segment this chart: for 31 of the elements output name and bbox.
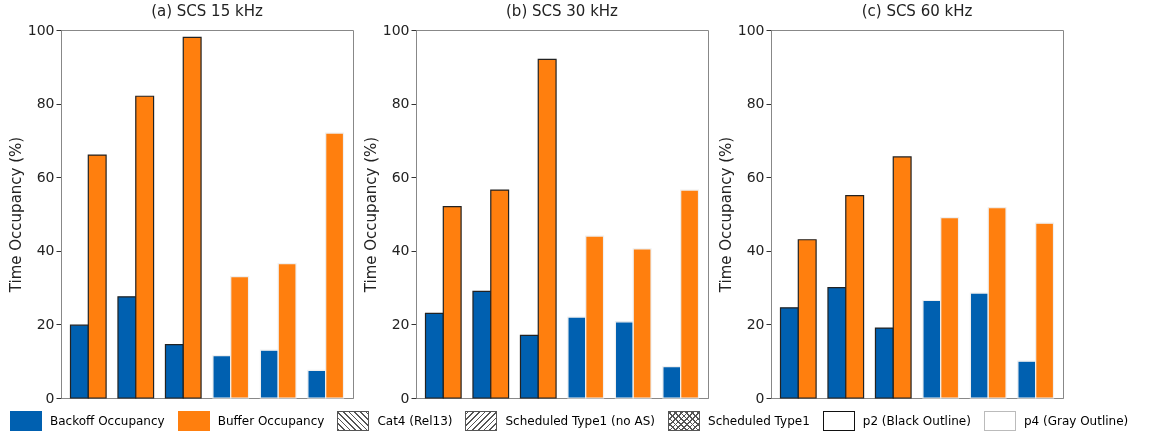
- y-tick-label: 20: [36, 315, 55, 332]
- text: Scheduled Type1 (no AS): [505, 414, 656, 428]
- text: p2 (Black Outline): [862, 414, 971, 428]
- y-tick-label: 60: [391, 168, 410, 185]
- chart-title: (c) SCS 60 kHz: [861, 2, 973, 20]
- y-axis-title: Time Occupancy (%): [361, 136, 380, 294]
- chart-title: (b) SCS 30 kHz: [506, 2, 619, 20]
- y-tick-label: 40: [36, 242, 55, 259]
- y-tick-label: 0: [45, 389, 55, 406]
- y-tick-label: 80: [36, 95, 55, 112]
- legend-label: Buffer Occupancy: [217, 414, 325, 428]
- legend-label: Backoff Occupancy: [50, 414, 165, 428]
- y-tick-label: 100: [27, 21, 55, 38]
- text: Scheduled Type1: [708, 414, 810, 428]
- y-tick-label: 60: [36, 168, 55, 185]
- chart-title: (a) SCS 15 kHz: [151, 2, 263, 20]
- y-tick-label: 20: [746, 315, 765, 332]
- y-axis-title: Time Occupancy (%): [716, 136, 735, 294]
- y-tick-label: 60: [746, 168, 765, 185]
- y-tick-label: 100: [382, 21, 410, 38]
- y-tick-label: 80: [746, 95, 765, 112]
- text: Cat4 (Rel13): [377, 414, 453, 428]
- y-tick-label: 0: [755, 389, 765, 406]
- y-tick-label: 80: [391, 95, 410, 112]
- y-axis-title: Time Occupancy (%): [6, 136, 25, 294]
- y-tick-label: 40: [746, 242, 765, 259]
- text: p4 (Gray Outline): [1023, 414, 1129, 428]
- y-tick-label: 20: [391, 315, 410, 332]
- y-tick-label: 40: [391, 242, 410, 259]
- y-tick-label: 100: [737, 21, 765, 38]
- y-tick-label: 0: [400, 389, 410, 406]
